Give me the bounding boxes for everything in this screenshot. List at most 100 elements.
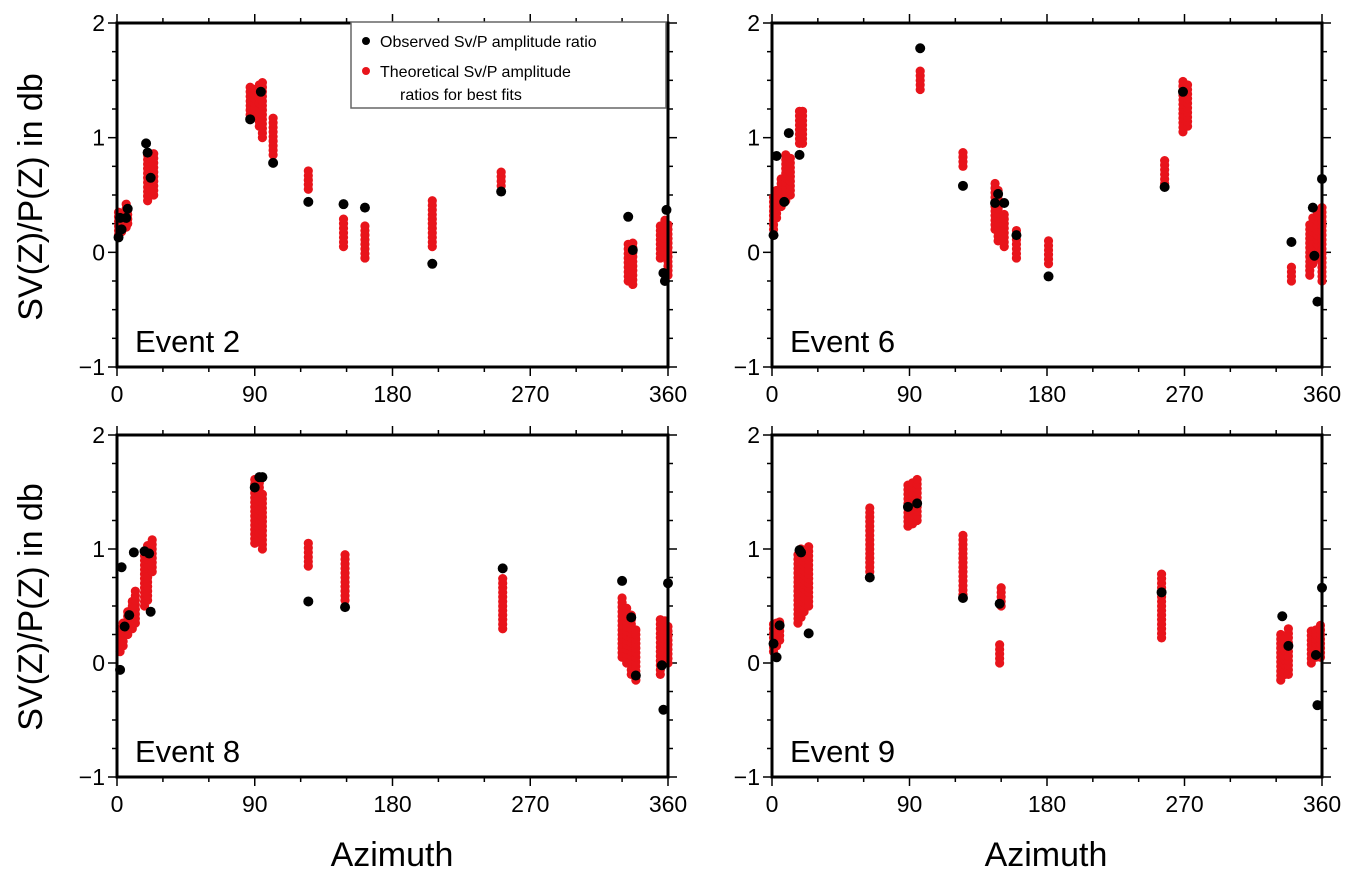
theoretical-point xyxy=(617,593,627,603)
theoretical-point xyxy=(257,489,268,499)
observed-point xyxy=(128,547,139,558)
observed-point xyxy=(119,621,130,632)
observed-point xyxy=(661,204,672,215)
panel-label: Event 2 xyxy=(135,324,240,359)
observed-point xyxy=(957,593,968,604)
y-tick-label: 0 xyxy=(92,239,105,265)
plot-frame xyxy=(770,433,1324,779)
x-tick-label: 180 xyxy=(1028,791,1066,817)
legend-theoretical-label-line1: Theoretical Sv/P amplitude xyxy=(380,64,571,81)
theoretical-point xyxy=(303,538,313,548)
observed-point xyxy=(779,196,790,207)
theoretical-point xyxy=(628,238,638,248)
x-axis-title-left: Azimuth xyxy=(331,836,454,873)
theoretical-point xyxy=(999,209,1009,220)
theoretical-point xyxy=(130,586,140,596)
x-tick-label: 360 xyxy=(1303,791,1341,817)
y-tick-label: 0 xyxy=(92,650,105,676)
observed-point xyxy=(794,149,805,160)
x-tick-label: 90 xyxy=(242,791,268,817)
x-tick-label: 90 xyxy=(897,791,923,817)
x-tick-label: 360 xyxy=(649,381,687,407)
observed-point xyxy=(768,638,779,649)
legend-observed-label: Observed Sv/P amplitude ratio xyxy=(380,34,597,51)
observed-point xyxy=(774,620,785,631)
observed-point xyxy=(144,548,155,559)
theoretical-point xyxy=(1043,236,1054,246)
observed-point xyxy=(1159,181,1170,192)
observed-point xyxy=(338,199,349,210)
x-tick-label: 0 xyxy=(111,381,124,407)
y-tick-label: −1 xyxy=(79,764,105,790)
observed-point xyxy=(268,157,279,168)
observed-point xyxy=(1011,230,1022,241)
observed-point xyxy=(627,245,638,256)
y-tick-label: 2 xyxy=(747,10,760,36)
observed-point xyxy=(340,602,351,613)
plot-frame xyxy=(770,21,1324,369)
observed-point xyxy=(1312,700,1323,711)
panel-label: Event 8 xyxy=(135,734,240,769)
observed-point xyxy=(864,572,875,583)
y-tick-label: −1 xyxy=(734,354,760,380)
theoretical-point xyxy=(631,625,641,635)
x-tick-label: 180 xyxy=(1028,381,1066,407)
x-tick-label: 0 xyxy=(766,381,779,407)
y-tick-label: 2 xyxy=(747,422,760,448)
observed-point xyxy=(427,258,438,269)
observed-point xyxy=(141,138,152,149)
x-tick-label: 270 xyxy=(511,381,549,407)
theoretical-point xyxy=(804,542,814,552)
observed-point xyxy=(1286,237,1297,248)
legend: Observed Sv/P amplitude ratio Theoretica… xyxy=(350,21,667,109)
observed-point xyxy=(116,224,127,235)
observed-point xyxy=(658,704,669,715)
observed-point xyxy=(990,198,1001,209)
observed-point xyxy=(145,606,156,617)
observed-point xyxy=(656,660,667,671)
x-tick-label: 270 xyxy=(511,791,549,817)
observed-point xyxy=(249,482,260,493)
theoretical-point xyxy=(340,550,350,560)
observed-point xyxy=(796,547,807,558)
observed-point xyxy=(630,670,641,681)
x-tick-label: 180 xyxy=(373,381,411,407)
y-tick-label: 1 xyxy=(92,536,105,562)
theoretical-point xyxy=(622,603,632,613)
y-tick-label: −1 xyxy=(734,764,760,790)
theoretical-point xyxy=(996,583,1006,593)
theoretical-point xyxy=(995,640,1005,650)
observed-point xyxy=(303,196,314,207)
observed-point xyxy=(145,172,156,183)
observed-point xyxy=(994,598,1005,609)
theoretical-point xyxy=(912,474,922,485)
theoretical-point xyxy=(257,78,268,88)
x-tick-label: 360 xyxy=(1303,381,1341,407)
theoretical-point xyxy=(1182,80,1193,90)
x-tick-label: 90 xyxy=(897,381,923,407)
y-axis-title-bottom: SV(Z)/P(Z) in db xyxy=(12,483,50,730)
observed-point xyxy=(957,180,968,191)
y-tick-label: 1 xyxy=(92,125,105,151)
x-tick-label: 270 xyxy=(1165,791,1203,817)
legend-theoretical-label-line2: ratios for best fits xyxy=(400,87,522,104)
legend-observed-marker xyxy=(362,37,370,45)
theoretical-point xyxy=(1156,569,1167,579)
observed-point xyxy=(1307,202,1318,213)
observed-point xyxy=(783,128,794,139)
observed-point xyxy=(912,498,923,509)
observed-point xyxy=(902,501,913,512)
theoretical-point xyxy=(797,106,808,116)
y-axis-title-top: SV(Z)/P(Z) in db xyxy=(12,73,50,320)
observed-point xyxy=(771,151,782,162)
observed-point xyxy=(993,188,1004,199)
x-tick-label: 360 xyxy=(649,791,687,817)
legend-box xyxy=(350,21,667,109)
theoretical-point xyxy=(498,574,508,584)
observed-point xyxy=(915,43,926,54)
observed-point xyxy=(1277,611,1288,622)
observed-point xyxy=(255,86,266,97)
